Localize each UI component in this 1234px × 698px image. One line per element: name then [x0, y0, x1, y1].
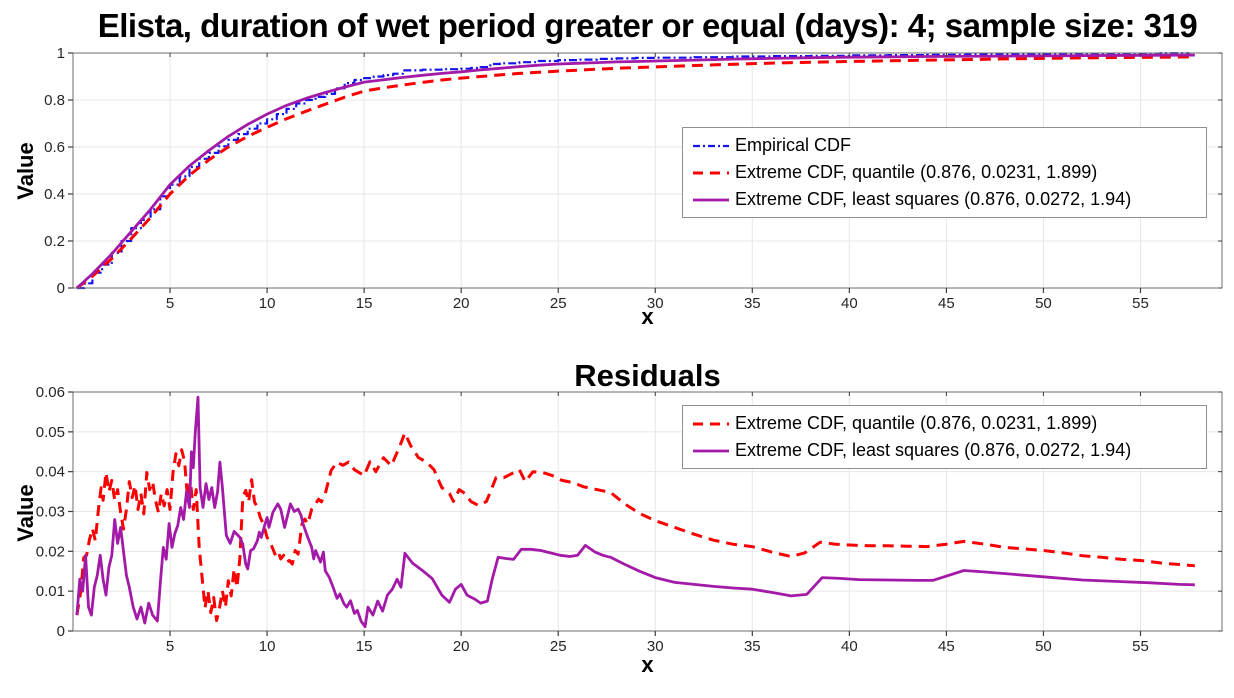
x-tick-label: 45 — [938, 638, 955, 655]
bottom-chart-title: Residuals — [574, 358, 721, 393]
x-tick-label: 20 — [453, 638, 470, 655]
x-tick-label: 50 — [1035, 295, 1052, 312]
top-y-axis-label: Value — [13, 142, 38, 200]
bottom-x-axis-label: x — [641, 652, 654, 677]
quantile-line-sample — [693, 171, 729, 174]
top-x-axis-label: x — [641, 304, 654, 329]
least_squares-curve — [75, 53, 1195, 290]
bottom-y-axis-label: Value — [13, 484, 38, 542]
y-tick-label: 0.04 — [36, 464, 65, 481]
least-squares-line-sample — [693, 198, 729, 201]
x-tick-label: 10 — [259, 295, 276, 312]
y-tick-label: 0 — [57, 623, 65, 640]
x-tick-label: 45 — [938, 295, 955, 312]
y-tick-label: 0.06 — [36, 384, 65, 401]
legend-item-extreme-cdf-quantile: Extreme CDF, quantile (0.876, 0.0231, 1.… — [692, 410, 1197, 437]
x-tick-label: 35 — [744, 638, 761, 655]
top-chart-title: Elista, duration of wet period greater o… — [97, 7, 1198, 44]
x-tick-label: 40 — [841, 638, 858, 655]
y-tick-label: 0.6 — [44, 139, 65, 156]
top-legend: Empirical CDF Extreme CDF, quantile (0.8… — [682, 127, 1207, 218]
x-tick-label: 20 — [453, 295, 470, 312]
quantile-curve — [75, 55, 1195, 290]
x-tick-label: 50 — [1035, 638, 1052, 655]
y-tick-label: 0.4 — [44, 186, 65, 203]
quantile-line-sample — [693, 422, 729, 425]
x-tick-label: 15 — [356, 295, 373, 312]
least-squares-line-sample — [693, 449, 729, 452]
x-tick-label: 5 — [166, 295, 174, 312]
y-tick-label: 0.01 — [36, 583, 65, 600]
x-tick-label: 25 — [550, 638, 567, 655]
x-tick-label: 5 — [166, 638, 174, 655]
x-tick-label: 30 — [647, 638, 664, 655]
x-tick-label: 55 — [1132, 638, 1149, 655]
legend-label: Empirical CDF — [735, 135, 852, 155]
y-tick-label: 0.2 — [44, 233, 65, 250]
legend-item-empirical-cdf: Empirical CDF — [692, 132, 1197, 159]
x-tick-label: 10 — [259, 638, 276, 655]
axes-box — [72, 52, 1223, 289]
y-tick-label: 0.02 — [36, 543, 65, 560]
bottom-legend: Extreme CDF, quantile (0.876, 0.0231, 1.… — [682, 405, 1207, 469]
legend-label: Extreme CDF, least squares (0.876, 0.027… — [735, 189, 1132, 209]
y-tick-label: 0 — [57, 280, 65, 297]
least_squares-curve — [75, 395, 1195, 628]
legend-item-extreme-cdf-least-squares: Extreme CDF, least squares (0.876, 0.027… — [692, 186, 1197, 213]
empirical-curve — [76, 52, 1191, 290]
legend-label: Extreme CDF, least squares (0.876, 0.027… — [735, 440, 1132, 460]
x-tick-label: 40 — [841, 295, 858, 312]
x-tick-label: 55 — [1132, 295, 1149, 312]
legend-item-extreme-cdf-quantile: Extreme CDF, quantile (0.876, 0.0231, 1.… — [692, 159, 1197, 186]
legend-label: Extreme CDF, quantile (0.876, 0.0231, 1.… — [735, 162, 1098, 182]
x-tick-label: 25 — [550, 295, 567, 312]
y-tick-label: 0.03 — [36, 504, 65, 521]
x-tick-label: 15 — [356, 638, 373, 655]
y-tick-label: 0.05 — [36, 424, 65, 441]
x-tick-label: 30 — [647, 295, 664, 312]
legend-item-extreme-cdf-least-squares: Extreme CDF, least squares (0.876, 0.027… — [692, 437, 1197, 464]
empirical-cdf-line-sample — [693, 144, 729, 147]
y-tick-label: 1 — [57, 45, 65, 62]
legend-label: Extreme CDF, quantile (0.876, 0.0231, 1.… — [735, 413, 1098, 433]
y-tick-label: 0.8 — [44, 92, 65, 109]
x-tick-label: 35 — [744, 295, 761, 312]
